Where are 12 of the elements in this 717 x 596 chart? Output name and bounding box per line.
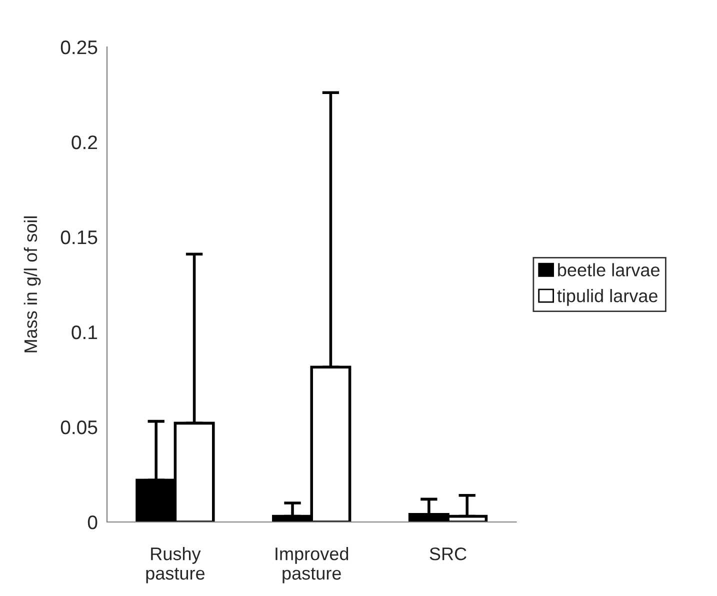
x-tick-label: Improved pasture — [276, 547, 348, 584]
y-axis-title: Mass in g/l of soil — [24, 216, 41, 352]
y-tick-label: 0.2 — [72, 135, 97, 150]
y-tick-label: 0 — [88, 515, 98, 530]
y-tick-label: 0.25 — [60, 40, 98, 54]
legend-label: tipulid larvae — [557, 289, 658, 306]
x-tick-label: Rushy pasture — [146, 547, 205, 584]
legend-label: beetle larvae — [558, 263, 660, 276]
y-tick-label: 0.15 — [60, 230, 98, 244]
y-tick-label: 0.1 — [72, 325, 98, 340]
x-tick-label: SRC — [430, 547, 466, 560]
y-tick-label: 0.05 — [60, 420, 98, 434]
